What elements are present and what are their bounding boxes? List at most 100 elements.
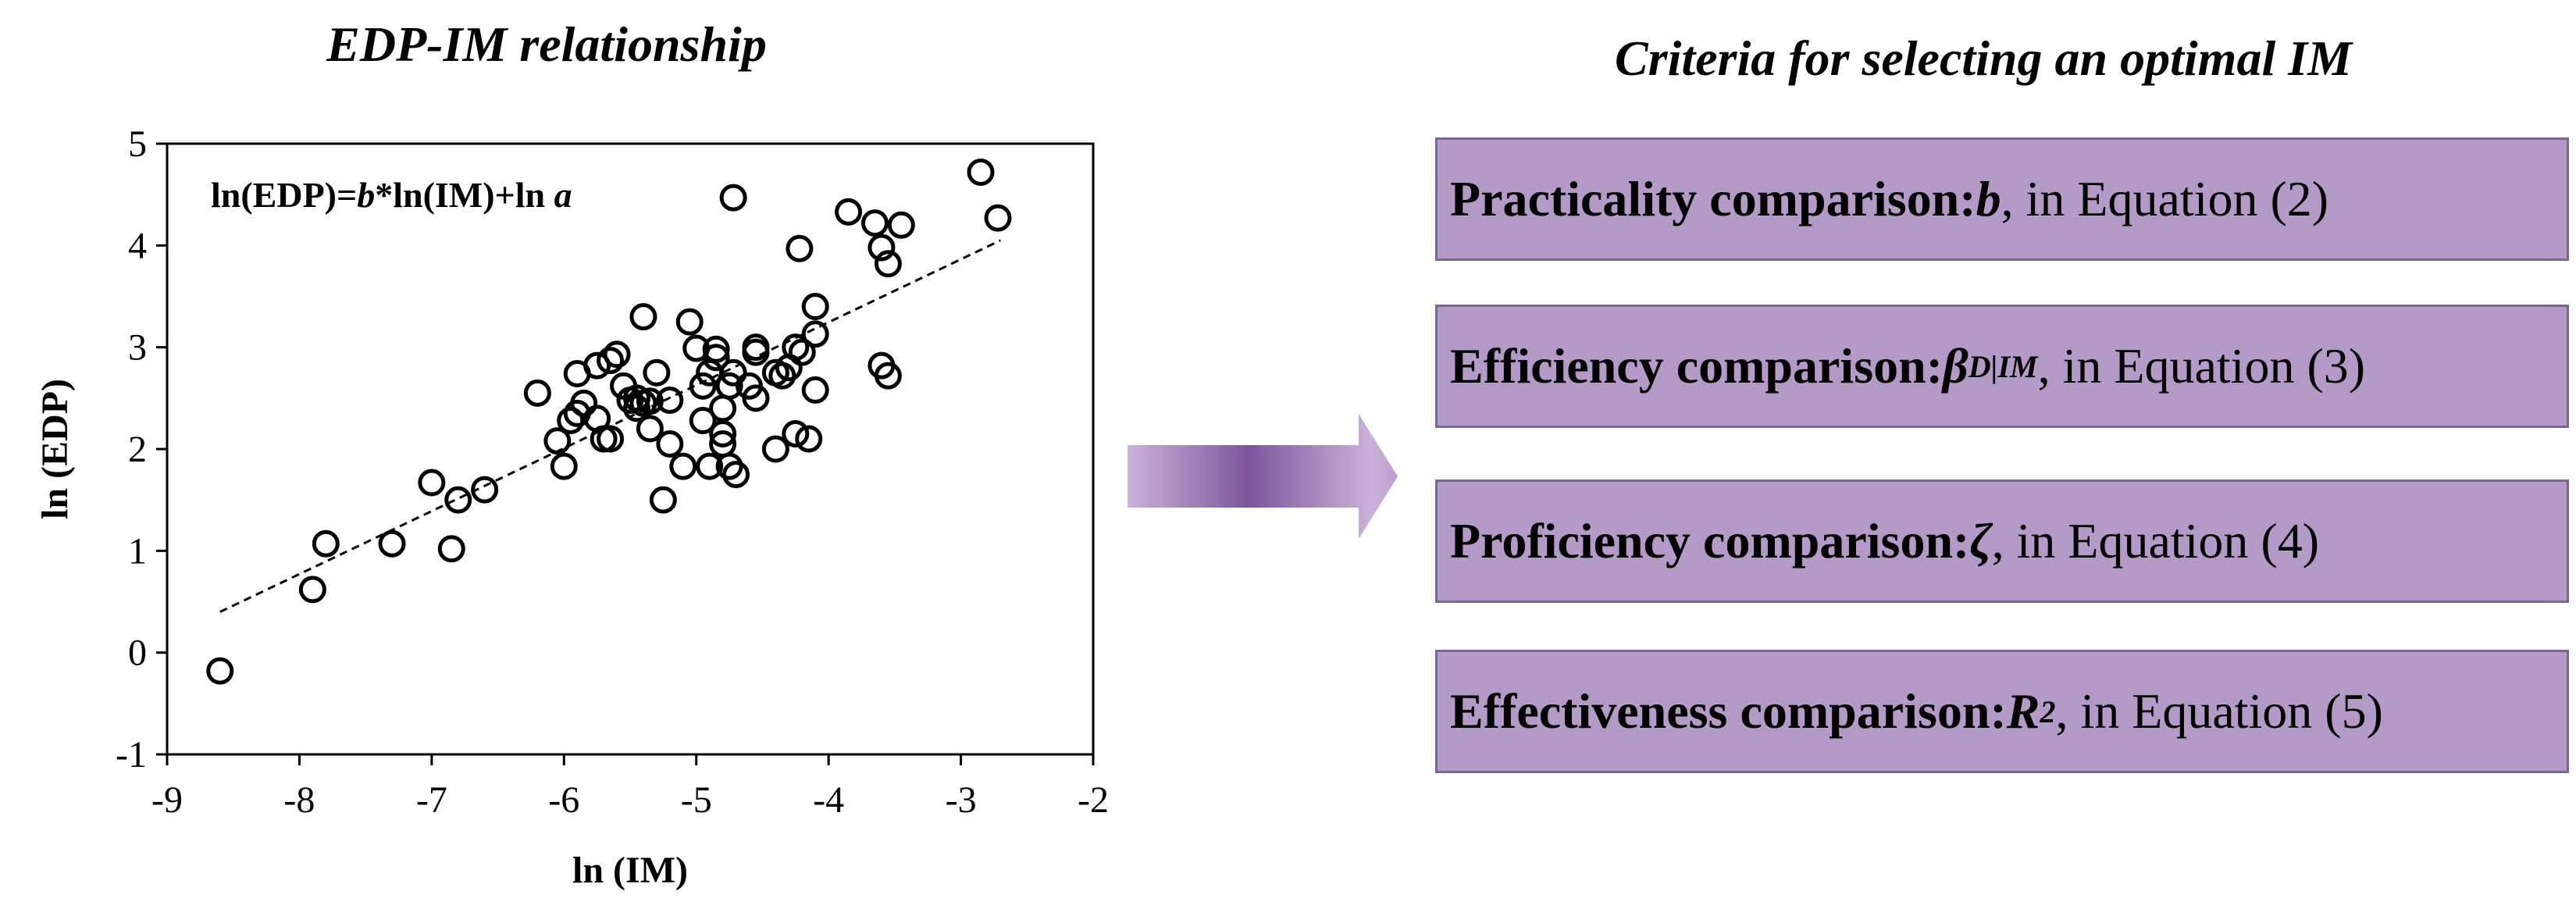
x-tick-label: -6 — [548, 779, 579, 821]
data-point — [649, 486, 677, 514]
x-tick-label: -3 — [946, 779, 977, 821]
criterion-label: Effectiveness comparison: — [1450, 683, 2007, 739]
criterion-reference: , in Equation (5) — [2055, 683, 2383, 739]
data-point — [557, 407, 585, 435]
criterion-symbol: R — [2006, 683, 2040, 739]
x-tick-label: -5 — [681, 779, 712, 821]
data-points — [206, 158, 1012, 685]
data-point — [643, 358, 671, 387]
data-point — [603, 340, 631, 369]
data-point — [742, 333, 770, 362]
x-tick-label: -9 — [151, 779, 183, 821]
data-point — [378, 529, 406, 558]
data-point — [656, 386, 684, 414]
data-point — [761, 435, 789, 463]
data-point — [636, 387, 664, 415]
data-point — [709, 419, 737, 447]
data-point — [570, 389, 598, 417]
x-tick-label: -8 — [283, 779, 315, 821]
scatter-chart: -1 0 1 2 3 4 5 -9 -8 -7 -6 -5 -4 -3 -2 ln(EDP)=b*ln(I… — [34, 123, 1109, 891]
equation-a: a — [554, 175, 572, 215]
y-tick-label: 4 — [128, 225, 147, 266]
data-point — [715, 372, 743, 400]
data-point — [984, 204, 1012, 232]
data-point — [675, 308, 704, 336]
data-point — [543, 427, 572, 455]
criterion-superscript: 2 — [2040, 693, 2056, 729]
data-point — [689, 372, 717, 400]
data-point — [801, 293, 829, 321]
data-point — [471, 476, 499, 504]
data-point — [206, 657, 234, 685]
data-point — [622, 394, 650, 422]
equation-mid: *ln(IM)+ln — [375, 175, 554, 215]
data-point — [719, 184, 747, 212]
criterion-symbol: ζ — [1969, 513, 1992, 569]
criterion-label: Efficiency comparison: — [1450, 338, 1943, 394]
x-tick-label: -2 — [1078, 779, 1109, 821]
data-point — [801, 376, 829, 404]
data-point — [523, 379, 551, 407]
criterion-reference: , in Equation (2) — [2001, 171, 2329, 226]
data-point — [868, 233, 896, 262]
data-point — [702, 344, 730, 372]
data-point — [782, 333, 810, 362]
data-point — [622, 384, 650, 412]
y-tick-label: 3 — [128, 327, 147, 369]
x-tick-label: -7 — [416, 779, 447, 821]
data-point — [887, 211, 915, 239]
y-tick-label: 1 — [128, 530, 147, 572]
data-point — [689, 407, 717, 435]
data-point — [629, 303, 657, 331]
equation-label: ln(EDP)=b*ln(IM)+ln a — [211, 175, 572, 215]
data-point — [437, 535, 465, 563]
data-point — [874, 362, 902, 390]
x-axis-ticks: -9 -8 -7 -6 -5 -4 -3 -2 — [151, 754, 1109, 821]
y-tick-label: -1 — [116, 734, 147, 775]
y-tick-label: 0 — [128, 633, 147, 674]
equation-prefix: ln(EDP)= — [211, 175, 357, 215]
data-point — [722, 461, 750, 489]
x-axis-label: ln (IM) — [572, 850, 688, 891]
criterion-practicality: Practicality comparison: b , in Equation… — [1435, 137, 2569, 261]
data-point — [795, 425, 823, 453]
data-point — [801, 320, 829, 348]
data-point — [298, 576, 326, 604]
data-point — [702, 335, 730, 363]
criterion-symbol: β — [1943, 338, 1969, 394]
data-point — [715, 452, 743, 480]
data-point — [874, 250, 902, 278]
y-axis-label: ln (EDP) — [34, 379, 76, 519]
plot-area — [166, 142, 1095, 756]
criterion-proficiency: Proficiency comparison: ζ , in Equation … — [1435, 479, 2569, 603]
data-point — [597, 347, 625, 375]
x-tick-label: -4 — [813, 779, 844, 821]
data-point — [669, 452, 697, 480]
data-point — [742, 384, 770, 412]
data-point — [444, 486, 472, 514]
y-tick-label: 5 — [128, 123, 147, 165]
data-point — [786, 234, 814, 262]
criterion-efficiency: Efficiency comparison: β D|IM , in Equati… — [1435, 305, 2569, 428]
criteria-title: Criteria for selecting an optimal IM — [1614, 30, 2353, 86]
data-point — [583, 351, 611, 380]
data-point — [550, 452, 578, 480]
criterion-symbol: b — [1976, 171, 2001, 226]
data-point — [656, 430, 684, 458]
chart-title: EDP-IM relationship — [326, 16, 767, 72]
data-point — [719, 358, 747, 387]
data-point — [782, 419, 810, 447]
data-point — [860, 209, 889, 237]
data-point — [696, 452, 724, 480]
data-point — [788, 338, 816, 366]
criterion-label: Practicality comparison: — [1450, 171, 1976, 226]
data-point — [418, 469, 446, 497]
data-point — [768, 362, 796, 390]
data-point — [597, 425, 625, 453]
criterion-reference: , in Equation (4) — [1991, 513, 2320, 569]
data-point — [636, 415, 664, 443]
y-axis-ticks: -1 0 1 2 3 4 5 — [116, 123, 167, 775]
criterion-label: Proficiency comparison: — [1450, 513, 1970, 569]
data-point — [835, 198, 863, 226]
